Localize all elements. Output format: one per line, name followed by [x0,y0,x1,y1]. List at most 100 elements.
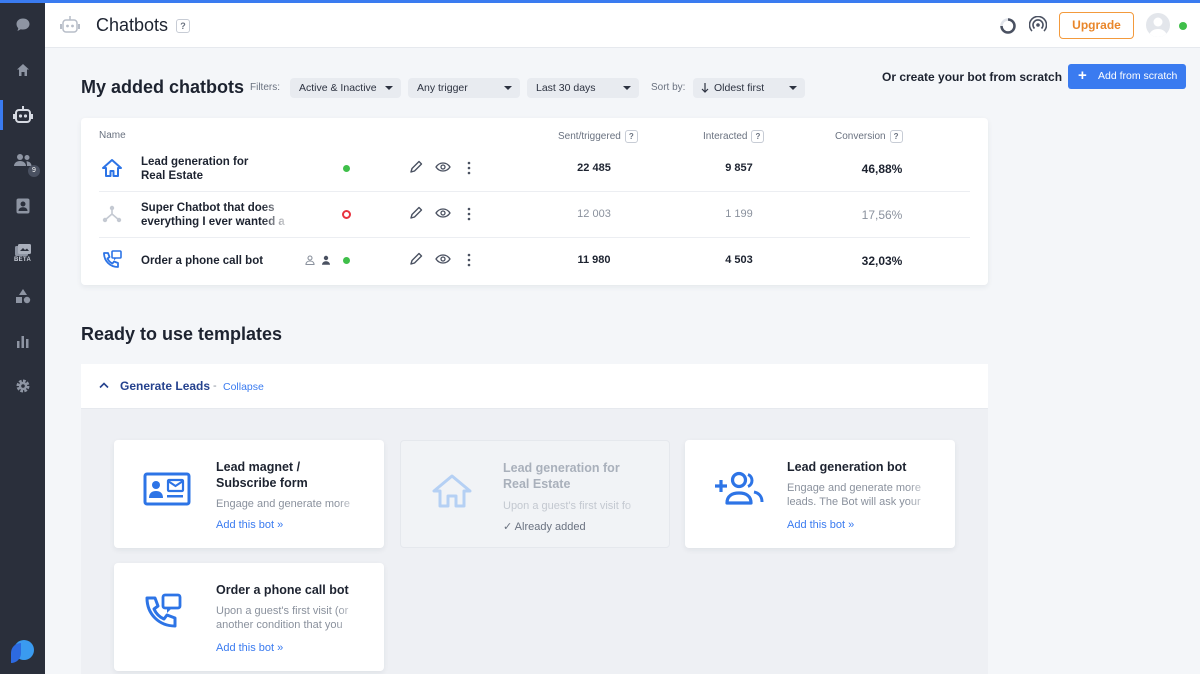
eye-icon[interactable] [435,162,451,172]
help-icon[interactable]: ? [889,130,903,143]
column-header-sent: Sent/triggered? [558,130,638,143]
column-header-interacted-label: Interacted [703,131,748,143]
sidebar: 9 BETA [0,3,45,674]
table-row[interactable]: Lead generation for Real Estate 22 485 9 … [99,146,970,192]
top-header: Chatbots ? Upgrade [45,3,1200,48]
more-vertical-icon[interactable] [467,161,471,175]
analytics-icon [16,336,28,348]
cell-interacted: 4 503 [725,254,753,266]
chevron-down-icon [504,86,512,90]
table-row[interactable]: Super Chatbot that does everything I ever… [99,192,970,238]
filter-trigger-value: Any trigger [417,82,468,94]
row-name[interactable]: Lead generation for Real Estate [141,156,249,182]
online-status-dot [1179,22,1187,30]
chevron-down-icon [789,86,797,90]
chevron-up-icon [99,382,109,389]
sidebar-item-campaigns[interactable]: BETA [0,236,45,266]
add-this-bot-link[interactable]: Add this bot » [787,519,855,531]
avatar[interactable] [1146,13,1170,37]
help-icon[interactable]: ? [751,130,765,143]
sidebar-item-contacts[interactable] [0,191,45,221]
sidebar-item-analytics[interactable] [0,326,45,356]
cell-sent: 11 980 [577,254,611,266]
more-vertical-icon[interactable] [467,253,471,267]
house-icon [102,159,122,177]
template-description: Upon a guest's first visit fo [503,500,632,512]
sidebar-item-chatbots[interactable] [0,100,45,130]
sort-dropdown[interactable]: Oldest first [693,78,805,98]
filter-trigger-dropdown[interactable]: Any trigger [408,78,520,98]
column-header-conversion-label: Conversion [835,131,886,143]
template-grid: Lead magnet / Subscribe form Engage and g… [81,409,988,674]
section-title-chatbots: My added chatbots [81,77,245,97]
add-from-scratch-button[interactable]: + Add from scratch [1068,64,1186,89]
house-icon [432,474,472,508]
add-this-bot-link[interactable]: Add this bot » [216,519,284,531]
filter-status-dropdown[interactable]: Active & Inactive [290,78,401,98]
column-header-conversion: Conversion? [835,130,903,143]
filters-label: Filters: [250,82,280,93]
arrow-down-icon [701,83,709,93]
cell-interacted: 1 199 [725,208,753,220]
sidebar-item-settings[interactable] [0,371,45,401]
add-users-icon [715,471,764,505]
row-name[interactable]: Super Chatbot that does everything I ever… [141,202,285,228]
subscribe-form-icon [143,472,191,506]
campaigns-icon [14,244,31,256]
user-avatar-icon [1149,17,1167,37]
top-accent-bar [0,0,1200,3]
pencil-icon[interactable] [409,206,423,220]
chat-bubble-icon [16,18,29,31]
user-outline-icon [305,255,315,265]
template-description: Engage and generate more [216,498,350,510]
sidebar-item-chats[interactable] [0,10,45,40]
add-from-scratch-label: Add from scratch [1098,70,1178,82]
pencil-icon[interactable] [409,252,423,266]
page-title: Chatbots [96,15,169,35]
status-active-dot[interactable] [343,165,350,172]
help-icon[interactable]: ? [624,130,638,143]
column-header-interacted: Interacted? [703,130,765,143]
beta-badge: BETA [14,257,32,263]
template-title: Lead generation for Real Estate [503,461,620,491]
help-icon[interactable]: ? [176,19,190,33]
contacts-icon [16,198,29,214]
template-card[interactable]: Lead magnet / Subscribe form Engage and g… [114,440,384,548]
sidebar-item-shapes[interactable] [0,281,45,311]
status-loader-icon[interactable] [999,17,1017,35]
template-card[interactable]: Lead generation bot Engage and generate … [685,440,955,548]
user-icon [322,255,330,265]
home-icon [16,64,29,76]
sidebar-item-home[interactable] [0,55,45,85]
add-this-bot-link[interactable]: Add this bot » [216,642,284,654]
status-active-dot[interactable] [343,257,350,264]
template-card[interactable]: Order a phone call bot Upon a guest's fi… [114,563,384,671]
column-header-sent-label: Sent/triggered [558,131,621,143]
broadcast-icon[interactable] [1029,16,1047,34]
template-group-header[interactable]: Generate Leads - Collapse [81,364,988,409]
template-group-title: Generate Leads [120,379,211,393]
table-row[interactable]: Order a phone call bot 11 980 4 503 32,0… [99,238,970,284]
app-logo-icon[interactable] [9,639,35,665]
sort-label: Sort by: [651,82,686,93]
collapse-link[interactable]: Collapse [223,381,264,393]
upgrade-button[interactable]: Upgrade [1059,12,1134,39]
eye-icon[interactable] [435,254,451,264]
filter-status-value: Active & Inactive [299,82,377,94]
filter-period-value: Last 30 days [536,82,596,94]
template-card: Lead generation for Real Estate Upon a gu… [400,440,670,548]
visitors-count-badge: 9 [28,165,40,177]
sidebar-item-visitors[interactable]: 9 [0,145,45,177]
visitors-icon [13,154,31,166]
section-title-templates: Ready to use templates [81,324,283,344]
more-vertical-icon[interactable] [467,207,471,221]
pencil-icon[interactable] [409,160,423,174]
template-title: Lead generation bot [787,460,907,474]
cell-interacted: 9 857 [725,162,753,174]
filter-period-dropdown[interactable]: Last 30 days [527,78,639,98]
cell-conversion: 32,03% [861,254,903,268]
eye-icon[interactable] [435,208,451,218]
row-name[interactable]: Order a phone call bot [141,255,264,267]
phone-call-icon [103,250,122,268]
status-inactive-dot[interactable] [342,210,351,219]
